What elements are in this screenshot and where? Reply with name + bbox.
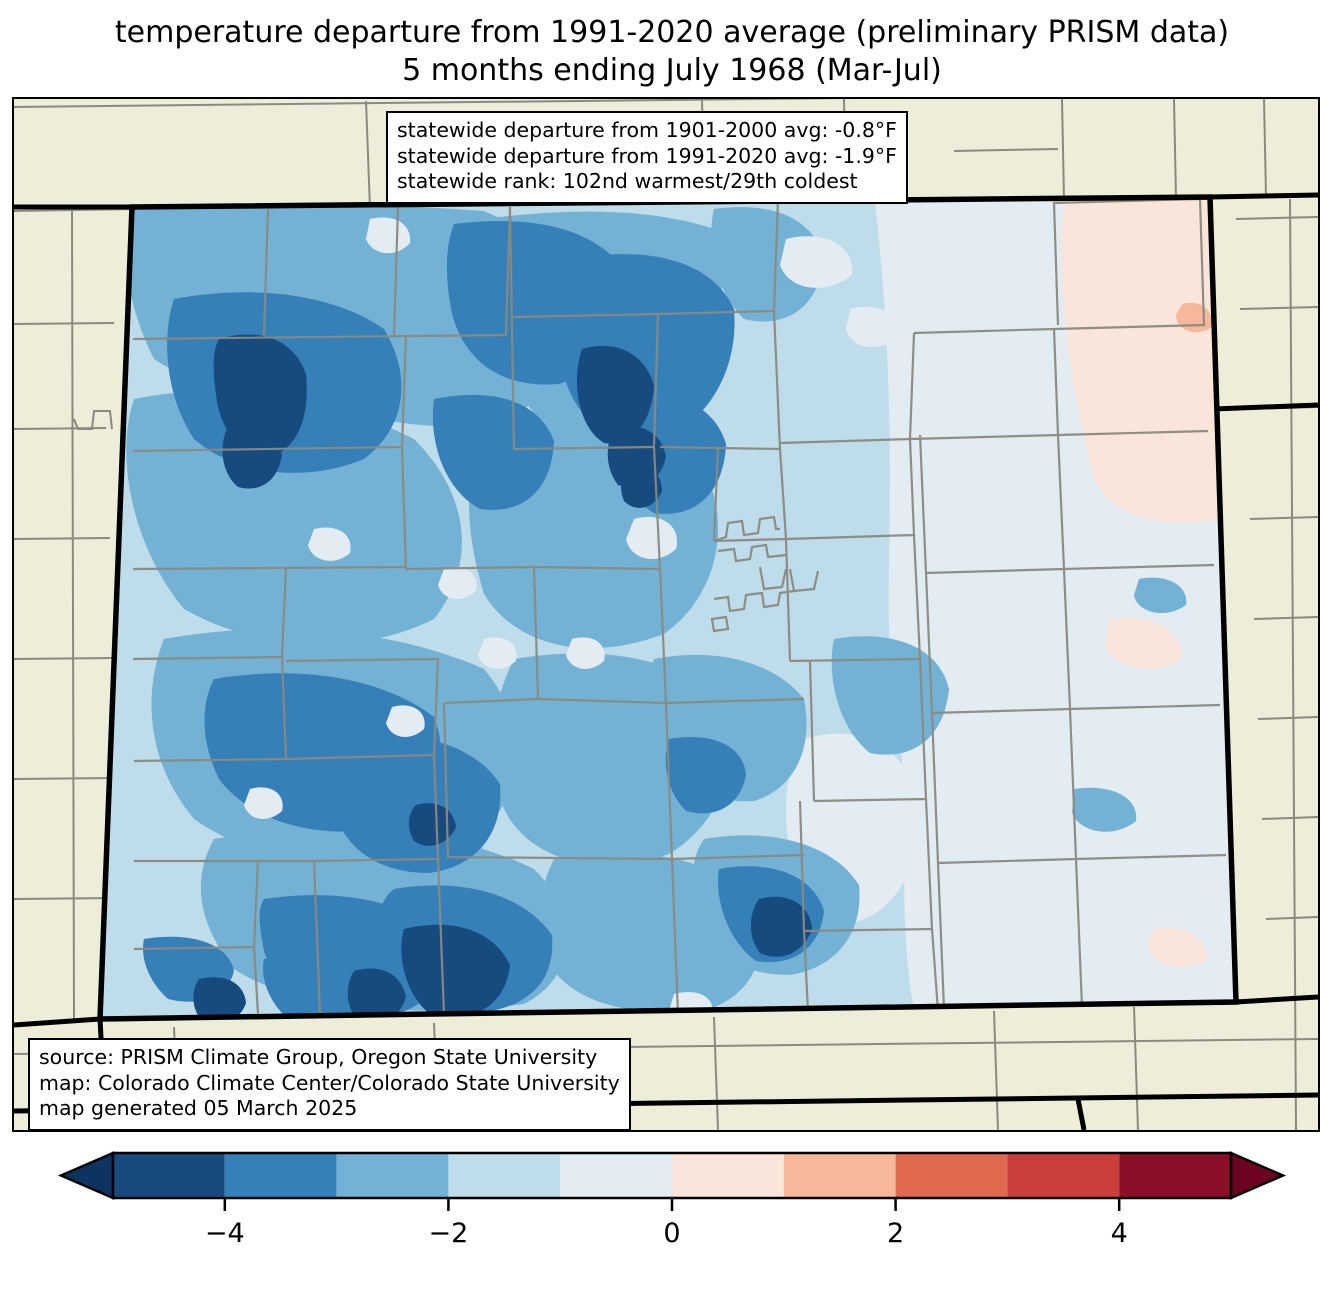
colorbar-band xyxy=(895,1153,1008,1198)
title-line-2: 5 months ending July 1968 (Mar-Jul) xyxy=(402,53,942,88)
colorbar-band xyxy=(1119,1153,1231,1198)
colorbar-bands xyxy=(57,1151,1287,1200)
colorbar-tick-label: 4 xyxy=(1111,1218,1128,1249)
contour-band-0to1 xyxy=(1061,198,1224,523)
stats-line-3: statewide rank: 102nd warmest/29th colde… xyxy=(397,169,858,193)
colorbar-over-arrow xyxy=(1229,1151,1287,1200)
colorbar-tick-label: −4 xyxy=(205,1218,245,1249)
colorbar-tick-label: −2 xyxy=(428,1218,468,1249)
colorbar-band xyxy=(672,1153,784,1198)
contour-patch--1to0-mountains xyxy=(244,217,899,1019)
source-line-1: source: PRISM Climate Group, Oregon Stat… xyxy=(39,1045,598,1069)
colorbar-band xyxy=(224,1153,337,1198)
page-title: temperature departure from 1991-2020 ave… xyxy=(0,14,1344,90)
source-attribution-box: source: PRISM Climate Group, Oregon Stat… xyxy=(28,1038,631,1131)
colorbar-under-arrow xyxy=(57,1151,115,1200)
source-line-3: map generated 05 March 2025 xyxy=(39,1096,358,1120)
colorbar-ticks: −4 −2 0 2 4 xyxy=(205,1198,1128,1249)
statewide-statistics-box: statewide departure from 1901-2000 avg: … xyxy=(386,111,908,204)
contour-band--5to-4 xyxy=(193,334,812,1019)
colorbar-band xyxy=(783,1153,896,1198)
colorado-temperature-departure-map xyxy=(14,99,1318,1130)
colorbar-svg: −4 −2 0 2 4 xyxy=(57,1151,1287,1249)
colorbar-tick-label: 2 xyxy=(887,1218,904,1249)
map-panel xyxy=(12,97,1320,1132)
title-line-1: temperature departure from 1991-2020 ave… xyxy=(114,15,1230,50)
source-line-2: map: Colorado Climate Center/Colorado St… xyxy=(39,1070,620,1095)
colorbar-band xyxy=(1007,1153,1120,1198)
colorbar-tick-label: 0 xyxy=(663,1218,680,1249)
colorbar-band xyxy=(336,1153,449,1198)
stats-line-1: statewide departure from 1901-2000 avg: … xyxy=(397,118,897,142)
colorbar-band xyxy=(113,1153,225,1198)
temperature-departure-contours xyxy=(100,197,1236,1019)
colorbar-band xyxy=(560,1153,672,1198)
stats-line-2: statewide departure from 1991-2020 avg: … xyxy=(397,143,897,168)
colorbar-band xyxy=(448,1153,561,1198)
county-borders xyxy=(132,197,1227,1015)
